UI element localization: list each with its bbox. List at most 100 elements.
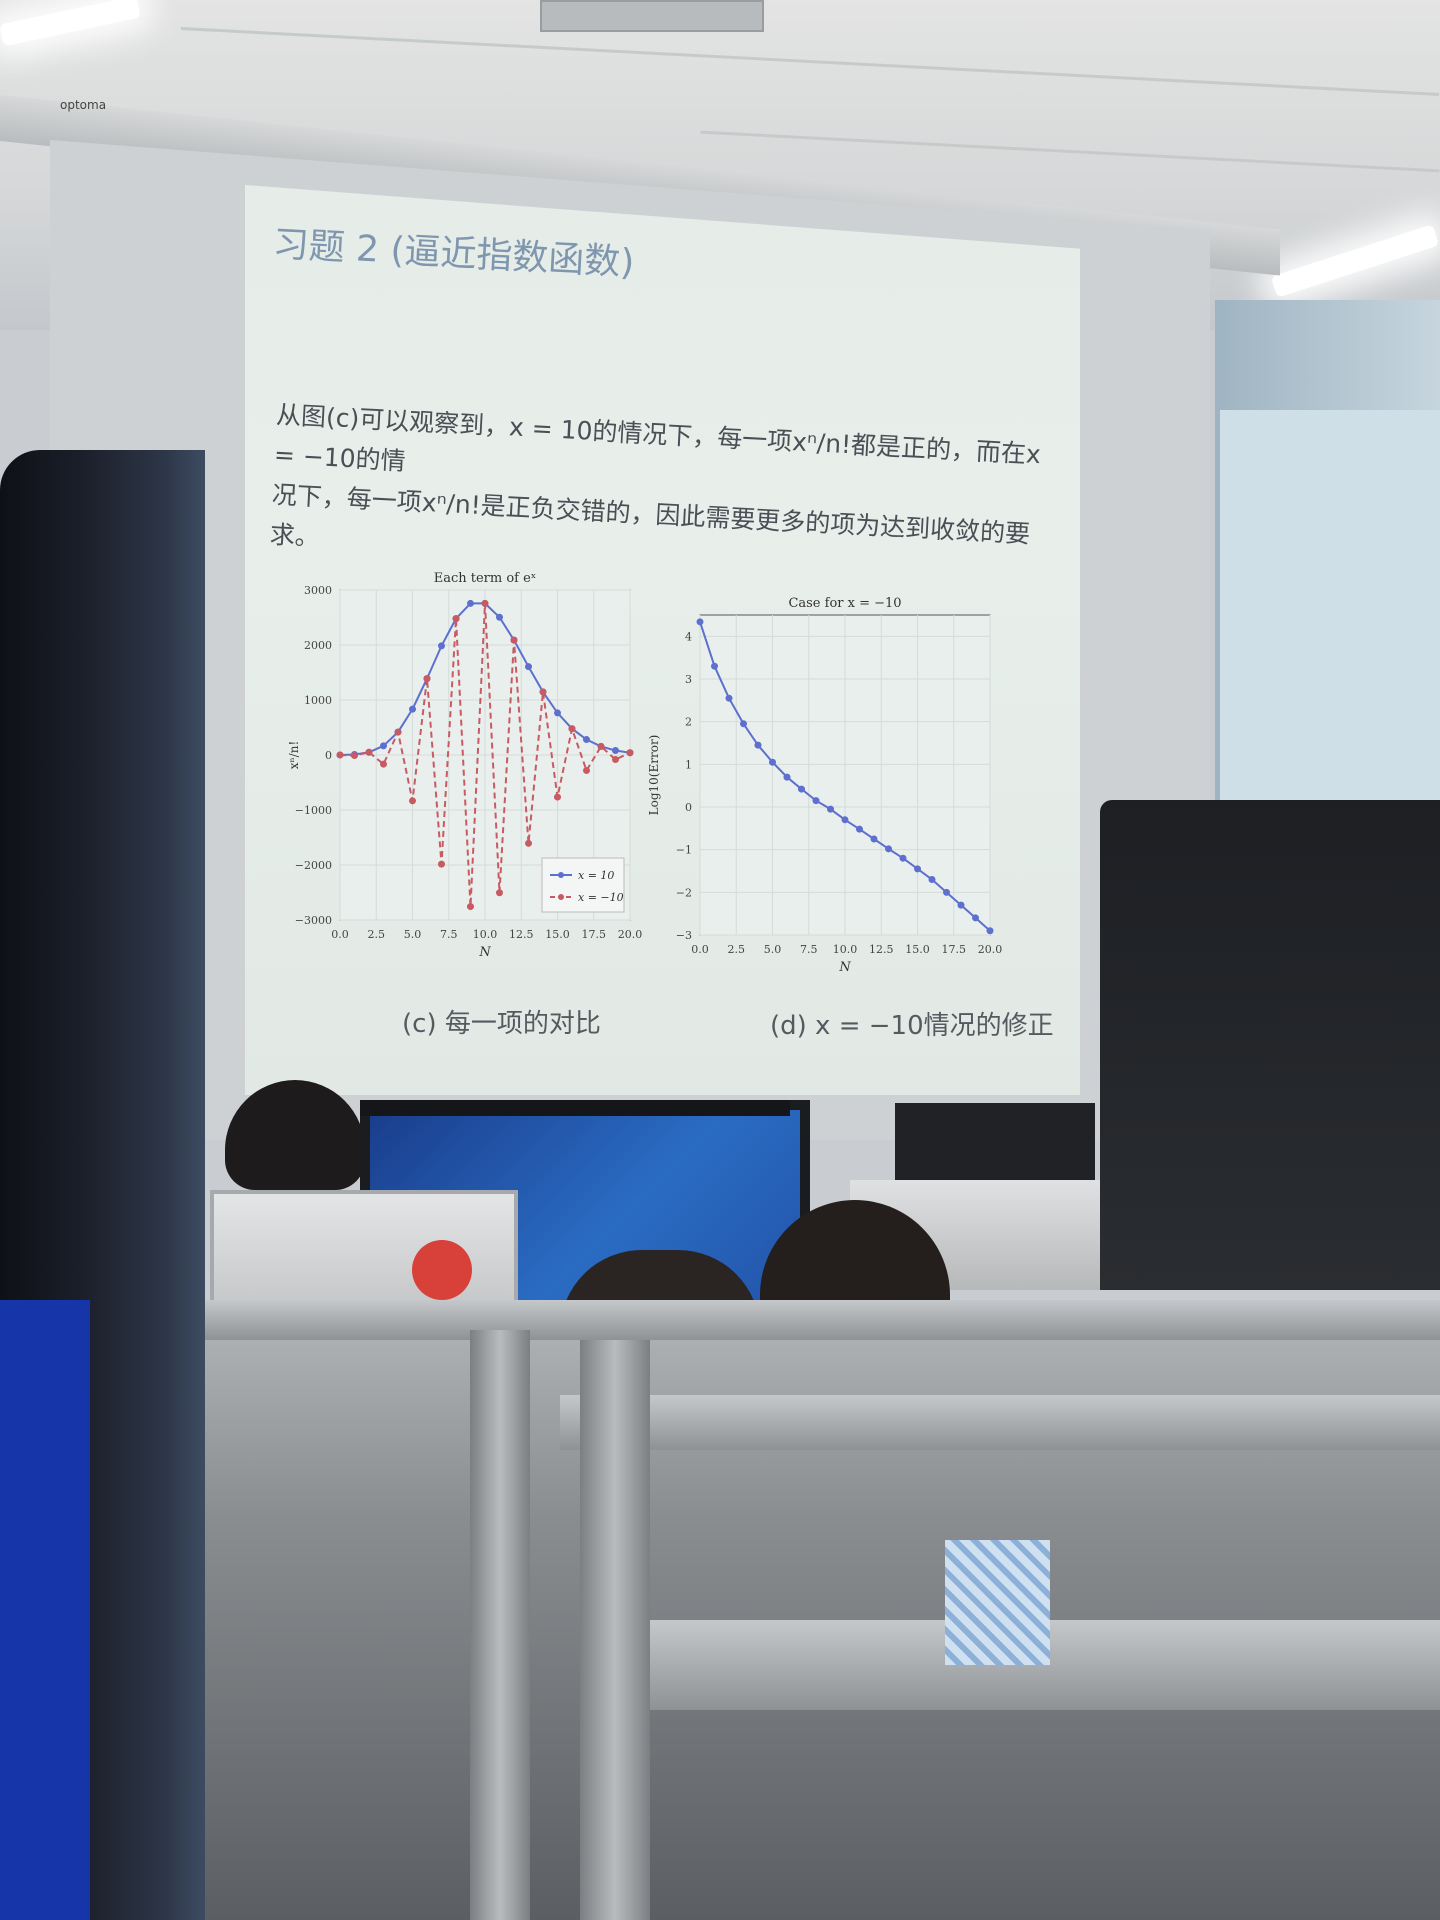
data-point [597,742,605,750]
data-point [394,728,402,736]
data-point [510,636,518,644]
y-tick-label: 0 [325,749,332,762]
y-tick-label: 4 [685,630,692,643]
legend-marker [558,872,564,878]
y-tick-label: 3 [685,673,692,686]
projected-slide: 习题 2 (逼近指数函数) 从图(c)可以观察到，x = 10的情况下，每一项x… [245,185,1080,1095]
x-tick-label: 0.0 [691,943,709,956]
x-tick-label: 20.0 [618,928,643,941]
caption-c: (c) 每一项的对比 [402,1009,601,1039]
data-point [467,903,474,911]
data-point [481,599,489,607]
data-point [841,816,849,824]
whiteboard [1220,410,1440,810]
y-tick-label: 3000 [304,584,332,597]
legend-box [541,857,625,913]
y-tick-label: −2000 [295,859,332,872]
data-point [783,773,791,781]
data-point [769,758,776,766]
data-point [438,642,445,650]
data-point [438,860,445,868]
data-point [812,797,820,805]
ceiling-light [1270,224,1440,298]
data-point [409,705,416,713]
x-tick-label: 2.5 [728,943,746,956]
desk-partition [850,1180,1100,1290]
x-tick-label: 12.5 [869,943,894,956]
data-point [827,805,834,813]
y-tick-label: −3000 [295,914,332,927]
legend-marker [558,894,564,900]
data-point [554,793,561,801]
monitor-screen-glow [0,1300,90,1920]
ceiling-vent [540,0,764,32]
y-tick-label: −1 [676,844,692,857]
y-axis-label: Log10(Error) [647,735,661,816]
data-point [583,766,590,774]
student-head [560,1250,760,1340]
data-point [725,694,733,702]
x-tick-label: 2.5 [368,928,386,941]
data-point [525,839,532,847]
y-tick-label: 2 [685,716,692,729]
legend-label: x = −10 [578,891,624,904]
x-tick-label: 5.0 [404,928,422,941]
y-tick-label: 2000 [304,639,332,652]
y-tick-label: −3 [676,929,692,942]
data-point [612,746,619,754]
x-tick-label: 20.0 [978,943,1003,956]
chart-title: Case for x = −10 [788,596,901,611]
x-tick-label: 7.5 [800,943,818,956]
caption-d: (d) x = −10情况的修正 [770,1011,1054,1041]
data-point [423,675,431,683]
y-axis-label: xⁿ/n! [287,741,301,770]
data-point [754,741,762,749]
data-point [380,760,387,768]
data-point [467,599,474,607]
data-point [380,742,387,750]
ceiling-seam [700,130,1440,173]
y-tick-label: −1000 [295,804,332,817]
chart-error-svg: 0.0 2.5 5.0 7.5 10.0 12.5 15.0 17.5 20.0 4 3 2 1 0 −1 −… [647,596,1003,975]
data-point [986,927,994,935]
data-point [626,749,634,757]
data-point [583,736,590,744]
projector-brand-label: optoma [60,98,107,112]
data-point [957,901,965,909]
x-tick-label: 12.5 [509,928,534,941]
chart-title: Each term of eˣ [434,571,537,586]
desk-rail [205,1300,1440,1340]
data-point [696,618,704,626]
data-point [452,615,460,623]
student-shirt [945,1540,1050,1665]
data-point [899,854,907,862]
chart-each-term: 0.0 2.5 5.0 7.5 10.0 12.5 15.0 17.5 20.0 3000 2000… [275,555,645,979]
foreground-desk [205,1300,1440,1920]
data-point [798,785,805,793]
x-tick-label: 17.5 [942,943,967,956]
data-point [496,613,503,621]
data-point [365,748,373,756]
data-point [568,725,576,733]
data-point [914,865,921,873]
data-point [711,662,718,670]
data-point [539,688,547,696]
desk-rail [560,1395,1440,1450]
slide-title: 习题 2 (逼近指数函数) [271,224,636,284]
student-head [760,1200,950,1330]
data-point [856,825,863,833]
data-point [496,889,503,897]
data-point [885,845,892,853]
data-point [351,752,358,760]
ceiling-seam [180,27,1440,96]
x-tick-label: 5.0 [764,943,782,956]
data-point [336,751,344,759]
ceiling-light [0,0,141,47]
x-tick-label: 10.0 [473,928,498,941]
x-tick-label: 0.0 [331,928,349,941]
data-point [870,835,878,843]
x-tick-label: 15.0 [905,943,930,956]
legend-label: x = 10 [578,869,614,882]
x-tick-label: 10.0 [833,943,858,956]
chart-each-term-svg: 0.0 2.5 5.0 7.5 10.0 12.5 15.0 17.5 20.0 3000 2000… [287,571,643,960]
